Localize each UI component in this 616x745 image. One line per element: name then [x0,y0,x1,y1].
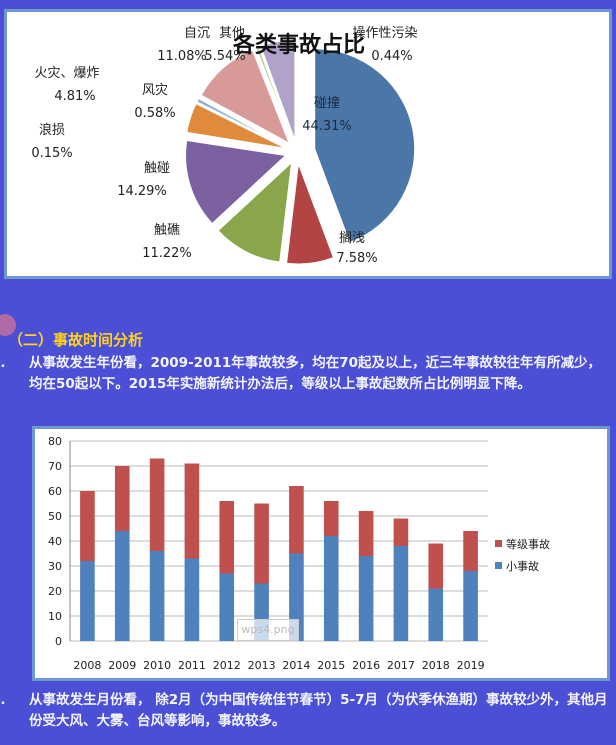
x-tick-label: 2016 [352,659,380,672]
pie-slice [314,48,416,244]
x-tick-label: 2012 [213,659,241,672]
y-tick-label: 40 [48,535,62,548]
y-tick-label: 70 [48,460,62,473]
legend-label: 等级事故 [506,537,550,551]
legend-swatch [495,540,502,547]
item-text: 从事故发生年份看，2009-2011年事故较多，均在70起及以上，近三年事故较往… [29,355,602,392]
item-text: 从事故发生月份看， 除2月（为中国传统佳节春节）5-7月（为伏季休渔期）事故较少… [29,692,608,729]
y-tick-label: 80 [48,435,62,448]
bar-segment [463,571,478,641]
pie-slice [260,39,296,141]
pie-slice-percent: 0.58% [134,106,175,121]
y-tick-label: 0 [55,635,62,648]
paragraph-2: 2. 从事故发生月份看， 除2月（为中国传统佳节春节）5-7月（为伏季休渔期）事故… [0,690,610,732]
bar-segment [149,458,165,551]
pie-slice [185,139,287,225]
bar-segment [114,466,130,531]
y-tick-label: 20 [48,585,62,598]
item-number: 1. [0,355,6,371]
pie-slice-percent: 44.31% [302,119,352,134]
bar-segment [80,491,95,561]
pie-chart-image: 碰撞 44.31% 搁浅 7.58% 触礁 11.22% 触碰 14.29% 浪损 0.15% 火灾… [4,9,612,279]
bar-segment [428,588,444,641]
pie-slice-label: 操作性污染 [352,25,417,41]
pie-slice [217,161,293,263]
bar-chart: 0 10 20 30 40 50 60 70 80 2008 2009 2010 2011 2012 201… [48,435,550,672]
pie-slice [286,163,335,265]
pie-slice-label: 火灾、爆炸 [34,65,99,81]
bar-segment [80,561,95,641]
pie-slice-percent: 4.81% [54,89,95,104]
x-tick-label: 2009 [108,659,136,672]
pie-slice-label: 自沉 [184,26,210,41]
pie-slice [255,46,294,141]
pie-slice [186,103,286,149]
bar-segment [393,546,409,641]
bar-segment [358,556,374,641]
y-tick-label: 30 [48,560,62,573]
bar-segment [149,551,165,641]
pie-slice [185,133,286,151]
x-tick-label: 2017 [387,659,415,672]
y-tick-label: 60 [48,485,62,498]
watermark-label: wps4.png [237,619,299,641]
pie-slice-label: 风灾 [142,82,168,98]
bar-segment [323,501,339,536]
x-tick-label: 2013 [248,659,276,672]
pie-slice-label: 其他 [219,26,245,41]
pie-slice-label: 搁浅 [339,231,365,246]
legend-swatch [495,562,502,569]
x-tick-label: 2011 [178,659,206,672]
pie-slice-percent: 5.54% [204,49,245,64]
legend-label: 小事故 [506,559,539,573]
bar-segment [184,463,200,559]
bar-segment [219,501,235,574]
x-tick-label: 2008 [73,659,101,672]
bar-segment [393,518,409,546]
pie-title: 各类事故占比 [232,32,365,58]
bar-segment [463,531,478,571]
x-tick-label: 2018 [422,659,450,672]
bar-segment [254,503,269,584]
bar-chart-image: 0 10 20 30 40 50 60 70 80 2008 2009 2010 2011 2012 201… [32,426,610,681]
bar-segment [114,531,130,641]
pie-slice-percent: 11.22% [142,246,192,261]
bar-segment [358,511,374,556]
x-tick-label: 2014 [282,659,310,672]
pie-slice-percent: 0.44% [371,49,412,64]
bar-segment [219,573,235,641]
pie-slice-percent: 0.15% [31,146,72,161]
pie-slice [196,97,287,147]
pie-chart: 碰撞 44.31% 搁浅 7.58% 触礁 11.22% 触碰 14.29% 浪损 0.15% 火灾… [31,25,417,266]
y-tick-label: 10 [48,610,62,623]
bar-segment [184,558,200,641]
pie-slice-label: 浪损 [39,123,65,138]
pie-slice-label: 触碰 [144,161,170,176]
pie-slice-label: 碰撞 [314,96,340,111]
paragraph-1: 1. 从事故发生年份看，2009-2011年事故较多，均在70起及以上，近三年事故… [0,353,610,395]
item-number: 2. [0,692,6,708]
x-tick-label: 2010 [143,659,171,672]
pie-slice [200,49,291,145]
pie-slice-percent: 7.58% [336,251,377,266]
x-tick-label: 2019 [457,659,485,672]
bar-segment [323,536,339,641]
x-tick-label: 2015 [317,659,345,672]
pie-slice-percent: 14.29% [117,184,167,199]
pie-slice-percent: 11.08% [157,49,207,64]
section-heading: （二）事故时间分析 [8,331,144,349]
bar-segment [289,486,304,554]
heading-bullet-dot [0,314,16,336]
pie-slice-label: 触礁 [154,222,180,238]
y-tick-label: 50 [48,510,62,523]
bar-segment [428,543,444,589]
